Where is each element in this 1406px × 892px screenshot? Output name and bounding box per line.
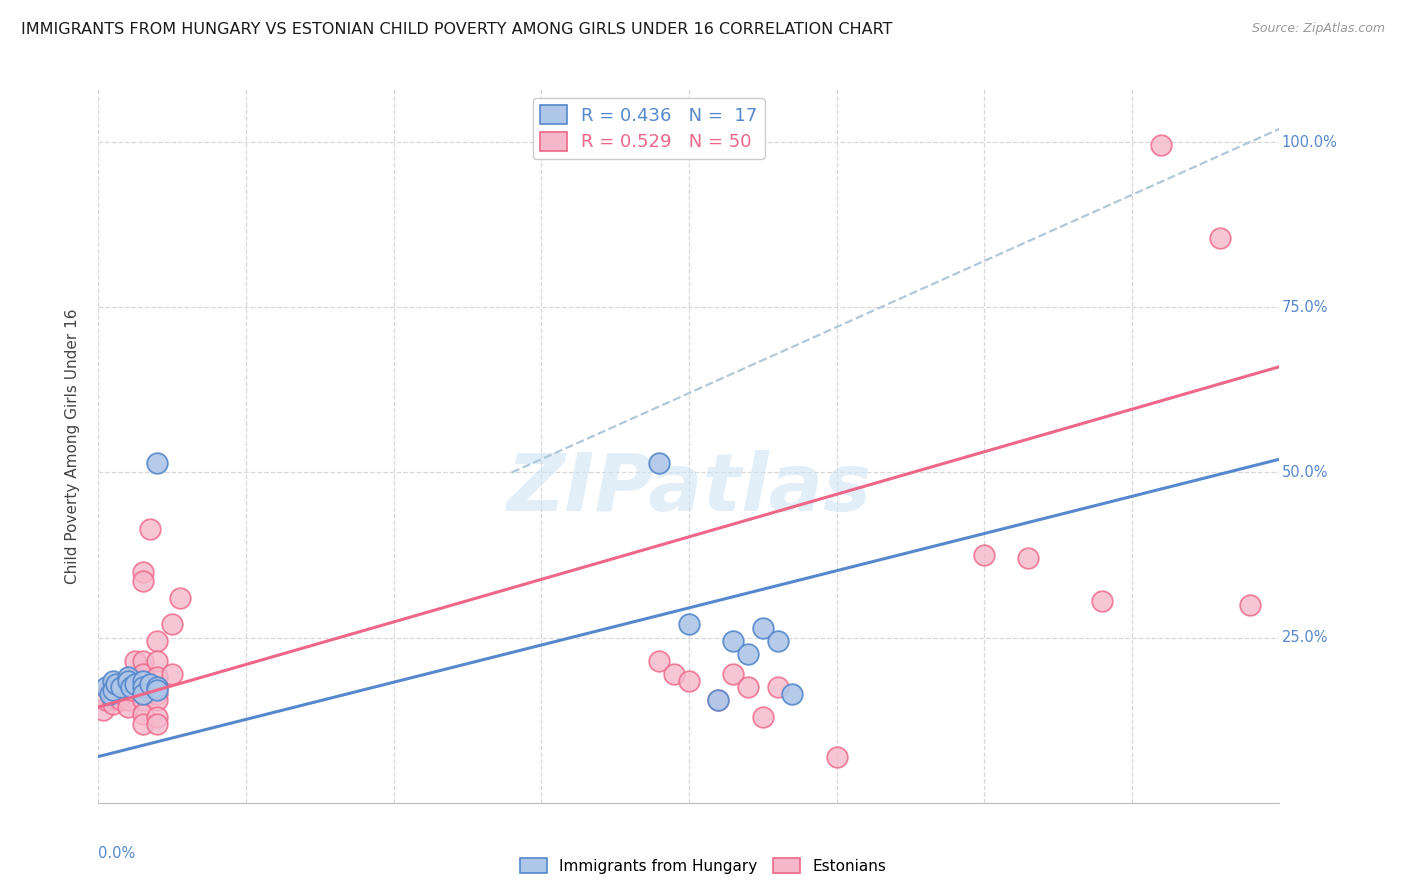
Point (146, 687, 169, 701)
Point (132, 680, 155, 694)
Point (721, 667, 744, 681)
Point (94, 693, 117, 707)
Point (110, 693, 132, 707)
Point (120, 680, 142, 694)
Text: IMMIGRANTS FROM HUNGARY VS ESTONIAN CHILD POVERTY AMONG GIRLS UNDER 16 CORRELATI: IMMIGRANTS FROM HUNGARY VS ESTONIAN CHIL… (21, 22, 893, 37)
Point (782, 687, 804, 701)
Text: 25.0%: 25.0% (1282, 630, 1329, 645)
Point (94, 680, 117, 694)
Point (117, 700, 139, 714)
Point (664, 667, 686, 681)
Point (117, 687, 139, 701)
Point (132, 687, 155, 701)
Point (707, 693, 730, 707)
Point (117, 673, 139, 688)
Point (103, 697, 124, 711)
Point (103, 683, 124, 698)
Point (117, 693, 139, 707)
Point (146, 693, 169, 707)
Point (737, 680, 759, 694)
Point (139, 522, 162, 536)
Point (678, 617, 700, 632)
Point (124, 677, 146, 691)
Point (146, 456, 169, 470)
Point (1017, 551, 1039, 566)
Point (124, 654, 146, 668)
Point (132, 680, 155, 694)
Text: 50.0%: 50.0% (1282, 465, 1329, 480)
Text: 100.0%: 100.0% (1282, 135, 1337, 150)
Point (162, 617, 183, 632)
Point (139, 677, 162, 691)
Point (105, 677, 128, 691)
Point (766, 634, 789, 648)
Text: Source: ZipAtlas.com: Source: ZipAtlas.com (1251, 22, 1385, 36)
Point (973, 548, 995, 562)
Point (117, 670, 139, 684)
Point (132, 673, 155, 688)
Point (97, 683, 120, 698)
Text: ZIPatlas: ZIPatlas (506, 450, 872, 528)
Point (146, 634, 169, 648)
Point (98, 687, 121, 701)
Point (117, 680, 139, 694)
Point (117, 673, 139, 688)
Point (132, 693, 155, 707)
Text: 75.0%: 75.0% (1282, 300, 1329, 315)
Point (751, 710, 773, 724)
Point (132, 654, 155, 668)
Point (707, 693, 730, 707)
Point (132, 565, 155, 579)
Text: 0.0%: 0.0% (98, 846, 135, 861)
Point (110, 687, 132, 701)
Legend: Immigrants from Hungary, Estonians: Immigrants from Hungary, Estonians (513, 852, 893, 880)
Point (120, 683, 142, 698)
Point (544, 138, 567, 153)
Point (146, 683, 169, 698)
Point (103, 690, 124, 704)
Point (132, 687, 155, 701)
Point (91, 703, 114, 717)
Point (132, 716, 155, 731)
Point (146, 670, 169, 684)
Point (162, 667, 183, 681)
Point (1239, 598, 1261, 612)
Point (766, 680, 789, 694)
Point (737, 647, 759, 661)
Point (1150, 138, 1173, 153)
Point (721, 634, 744, 648)
Point (751, 621, 773, 635)
Point (146, 654, 169, 668)
Legend: R = 0.436   N =  17, R = 0.529   N = 50: R = 0.436 N = 17, R = 0.529 N = 50 (533, 98, 765, 159)
Y-axis label: Child Poverty Among Girls Under 16: Child Poverty Among Girls Under 16 (65, 309, 80, 583)
Point (110, 680, 132, 694)
Point (825, 749, 848, 764)
Point (146, 710, 169, 724)
Point (105, 680, 128, 694)
Point (132, 667, 155, 681)
Point (648, 654, 671, 668)
Point (103, 673, 124, 688)
Point (132, 706, 155, 721)
Point (146, 680, 169, 694)
Point (169, 591, 191, 605)
Point (1091, 594, 1114, 608)
Point (146, 716, 169, 731)
Point (678, 673, 700, 688)
Point (648, 456, 671, 470)
Point (132, 574, 155, 589)
Point (1209, 231, 1232, 245)
Point (146, 680, 169, 694)
